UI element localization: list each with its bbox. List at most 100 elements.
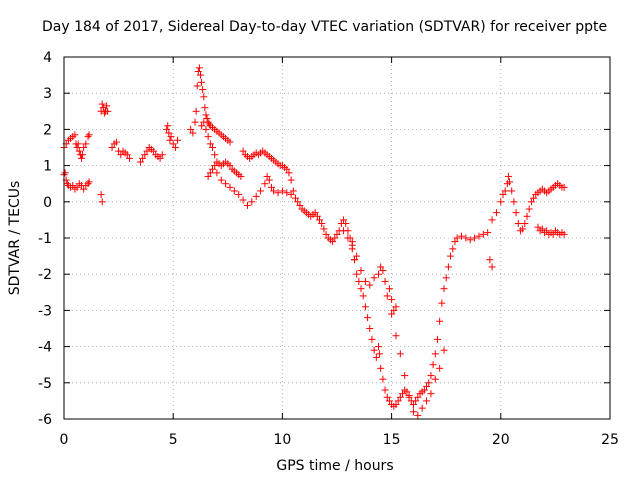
data-point (521, 220, 529, 228)
data-point (73, 144, 81, 151)
data-point (388, 310, 396, 318)
data-point (85, 178, 93, 186)
data-point (431, 350, 439, 358)
data-point (392, 401, 400, 409)
data-point (390, 306, 398, 314)
data-point (414, 411, 422, 419)
data-point (283, 165, 291, 173)
data-point (174, 136, 182, 144)
data-point (204, 172, 212, 180)
y-tick-label: 4 (43, 50, 52, 66)
data-point (158, 151, 166, 159)
data-point (385, 397, 393, 405)
data-point (203, 115, 211, 123)
data-point (451, 238, 459, 246)
data-point (342, 220, 350, 228)
data-point (211, 162, 219, 170)
data-point (270, 187, 278, 195)
data-point (353, 252, 361, 260)
data-point (197, 71, 204, 79)
data-point (447, 252, 455, 260)
data-point (243, 201, 251, 209)
data-point (377, 364, 385, 372)
data-point (74, 140, 82, 148)
data-point (192, 107, 200, 115)
x-tick-label: 15 (383, 432, 401, 448)
data-point (150, 147, 158, 155)
data-point (100, 109, 108, 117)
data-point (261, 180, 269, 188)
y-tick-label: 3 (43, 86, 52, 102)
data-point (80, 185, 88, 193)
data-point (538, 225, 546, 233)
data-point (376, 350, 384, 358)
data-point (200, 118, 208, 126)
data-point (104, 107, 112, 115)
x-tick-label: 10 (273, 432, 291, 448)
data-point (226, 183, 234, 191)
data-point (438, 299, 446, 307)
data-point (379, 375, 387, 383)
data-point (98, 198, 106, 206)
y-tick-label: -1 (38, 231, 52, 247)
data-point (77, 154, 85, 162)
data-point (201, 104, 209, 112)
data-point (143, 147, 151, 155)
y-tick-label: -5 (38, 376, 52, 392)
data-point (527, 198, 535, 206)
data-point (71, 131, 79, 139)
data-point (63, 180, 71, 188)
data-point (492, 209, 500, 217)
data-point (318, 220, 326, 228)
data-point (560, 183, 568, 191)
data-point (331, 234, 339, 242)
data-point (198, 78, 206, 86)
data-point (418, 404, 426, 412)
y-tick-label: 0 (43, 195, 52, 211)
data-point (381, 386, 389, 394)
data-point (534, 223, 542, 231)
data-point (392, 332, 400, 340)
data-point (488, 263, 496, 271)
data-point (311, 209, 319, 217)
x-tick-label: 0 (60, 432, 69, 448)
data-point (209, 165, 217, 173)
data-point (374, 270, 382, 278)
data-point (206, 140, 214, 148)
data-point (80, 144, 88, 151)
data-point (340, 216, 348, 224)
x-tick-label: 25 (601, 432, 619, 448)
data-point (449, 245, 457, 253)
data-point (333, 230, 341, 238)
data-point (427, 390, 435, 398)
data-point (205, 120, 213, 128)
data-point (436, 364, 444, 372)
data-point (289, 187, 297, 195)
data-point (377, 263, 385, 271)
data-point (97, 191, 105, 199)
data-point (440, 285, 448, 293)
data-point (84, 180, 92, 188)
data-point (211, 151, 219, 159)
data-point (420, 386, 428, 394)
data-point (368, 335, 376, 343)
data-point (504, 172, 512, 180)
data-point (403, 388, 411, 396)
data-point (75, 147, 83, 155)
data-point (73, 183, 81, 191)
data-point (357, 285, 365, 293)
data-point (475, 232, 483, 240)
data-point (429, 361, 437, 369)
y-axis-label: SDTVAR / TECUs (7, 181, 23, 296)
data-point (239, 196, 247, 204)
data-point (117, 151, 125, 159)
data-point (194, 67, 202, 75)
data-point (213, 169, 221, 177)
data-point (206, 169, 214, 177)
data-point (379, 267, 387, 275)
data-point (322, 230, 330, 238)
data-point (294, 198, 302, 206)
data-point (136, 158, 144, 166)
x-tick-label: 5 (169, 432, 178, 448)
